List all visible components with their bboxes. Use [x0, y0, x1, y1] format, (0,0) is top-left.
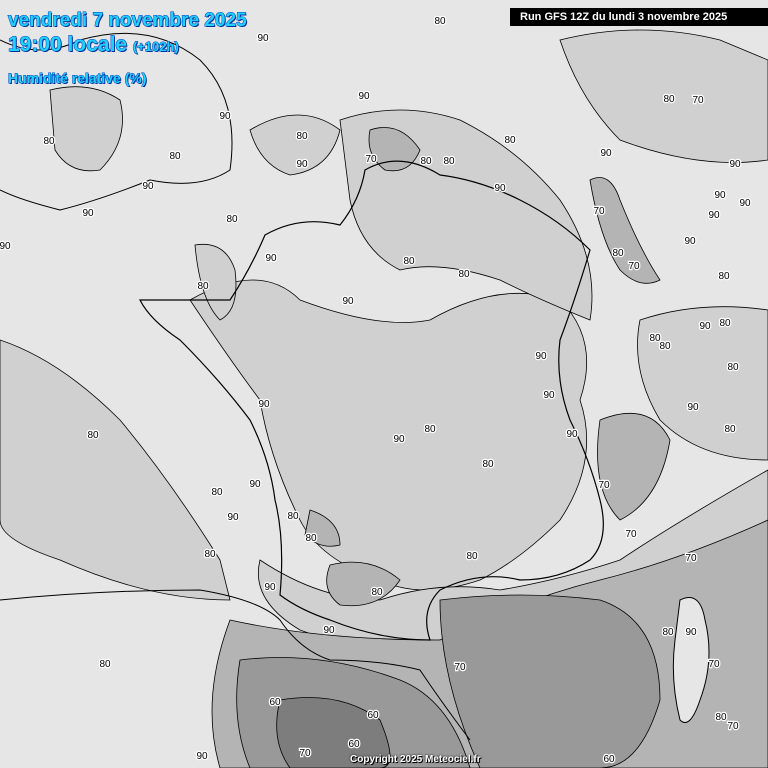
- contour-label: 90: [684, 236, 696, 247]
- contour-label: 90: [227, 512, 239, 523]
- contour-label: 90: [323, 625, 335, 636]
- corsica-island: [672, 597, 710, 723]
- contour-label: 80: [296, 131, 308, 142]
- contour-label: 80: [482, 459, 494, 470]
- contour-label: 80: [287, 511, 299, 522]
- contour-label: 70: [299, 748, 311, 759]
- contour-label: 80: [371, 587, 383, 598]
- contour-label: 70: [692, 95, 704, 106]
- contour-label: 90: [358, 91, 370, 102]
- copyright: Copyright 2025 Meteociel.fr: [350, 754, 481, 765]
- contour-label: 90: [708, 210, 720, 221]
- contour-label: 80: [424, 424, 436, 435]
- lead-time: (+102h): [132, 39, 179, 55]
- contour-label: 90: [196, 751, 208, 762]
- contour-label: 90: [82, 208, 94, 219]
- contour-label: 80: [612, 248, 624, 259]
- contour-label: 90: [0, 241, 11, 252]
- contour-label: 90: [296, 159, 308, 170]
- contour-label: 80: [504, 135, 516, 146]
- contour-label: 90: [257, 33, 269, 44]
- contour-label: 70: [625, 529, 637, 540]
- contour-label: 70: [454, 662, 466, 673]
- contour-label: 80: [719, 318, 731, 329]
- humidity-80-90-regions: [0, 29, 768, 649]
- contour-label: 90: [714, 190, 726, 201]
- contour-label: 70: [727, 721, 739, 732]
- contour-label: 90: [699, 321, 711, 332]
- contour-label: 90: [265, 253, 277, 264]
- contour-label: 80: [659, 341, 671, 352]
- contour-label: 80: [226, 214, 238, 225]
- contour-label: 90: [142, 181, 154, 192]
- contour-label: 80: [43, 136, 55, 147]
- contour-label: 80: [305, 533, 317, 544]
- contour-label: 80: [443, 156, 455, 167]
- contour-label: 90: [729, 159, 741, 170]
- contour-label: 80: [727, 362, 739, 373]
- contour-label: 70: [685, 553, 697, 564]
- contour-label: 70: [598, 480, 610, 491]
- contour-label: 80: [197, 281, 209, 292]
- contour-label: 80: [715, 712, 727, 723]
- spain-coast: [0, 589, 471, 741]
- forecast-time: 19:00 locale (+102h): [7, 33, 179, 57]
- humidity-below-60-regions: [276, 697, 391, 768]
- contour-label: 60: [603, 754, 615, 765]
- contour-label: 60: [348, 739, 360, 750]
- contour-label: 80: [662, 627, 674, 638]
- contour-label: 90: [739, 198, 751, 209]
- contour-label: 90: [264, 582, 276, 593]
- france-border: [139, 160, 604, 641]
- contour-label: 90: [685, 627, 697, 638]
- contour-label: 80: [204, 549, 216, 560]
- contour-label: 90: [342, 296, 354, 307]
- contour-label: 90: [258, 399, 270, 410]
- contour-label: 90: [494, 183, 506, 194]
- contour-label: 60: [269, 697, 281, 708]
- contour-label: 90: [393, 434, 405, 445]
- contour-label: 80: [434, 16, 446, 27]
- forecast-date: vendredi 7 novembre 2025: [8, 10, 248, 32]
- contour-label: 90: [219, 111, 231, 122]
- uk-coast: [0, 32, 233, 211]
- contour-label: 80: [99, 659, 111, 670]
- parameter-title: Humidité relative (%): [7, 70, 147, 87]
- contour-label: 70: [628, 261, 640, 272]
- contour-label: 80: [211, 487, 223, 498]
- contour-label: 90: [543, 390, 555, 401]
- contour-label: 80: [649, 333, 661, 344]
- contour-label: 70: [593, 206, 605, 217]
- contour-label: 80: [724, 424, 736, 435]
- contour-label: 70: [365, 154, 377, 165]
- contour-label: 90: [600, 148, 612, 159]
- contour-label: 80: [403, 256, 415, 267]
- contour-label: 80: [663, 94, 675, 105]
- contour-label: 80: [466, 551, 478, 562]
- contour-label: 80: [718, 271, 730, 282]
- local-time: 19:00 locale: [7, 33, 128, 57]
- contour-label: 60: [367, 710, 379, 721]
- contour-label: 90: [535, 351, 547, 362]
- contour-label: 90: [687, 402, 699, 413]
- contour-label: 90: [249, 479, 261, 490]
- contour-label: 80: [87, 430, 99, 441]
- contour-label: 90: [566, 429, 578, 440]
- model-run-banner: Run GFS 12Z du lundi 3 novembre 2025: [510, 8, 768, 26]
- contour-label: 70: [708, 659, 720, 670]
- contour-label: 80: [458, 269, 470, 280]
- contour-label: 80: [169, 151, 181, 162]
- contour-label: 80: [420, 156, 432, 167]
